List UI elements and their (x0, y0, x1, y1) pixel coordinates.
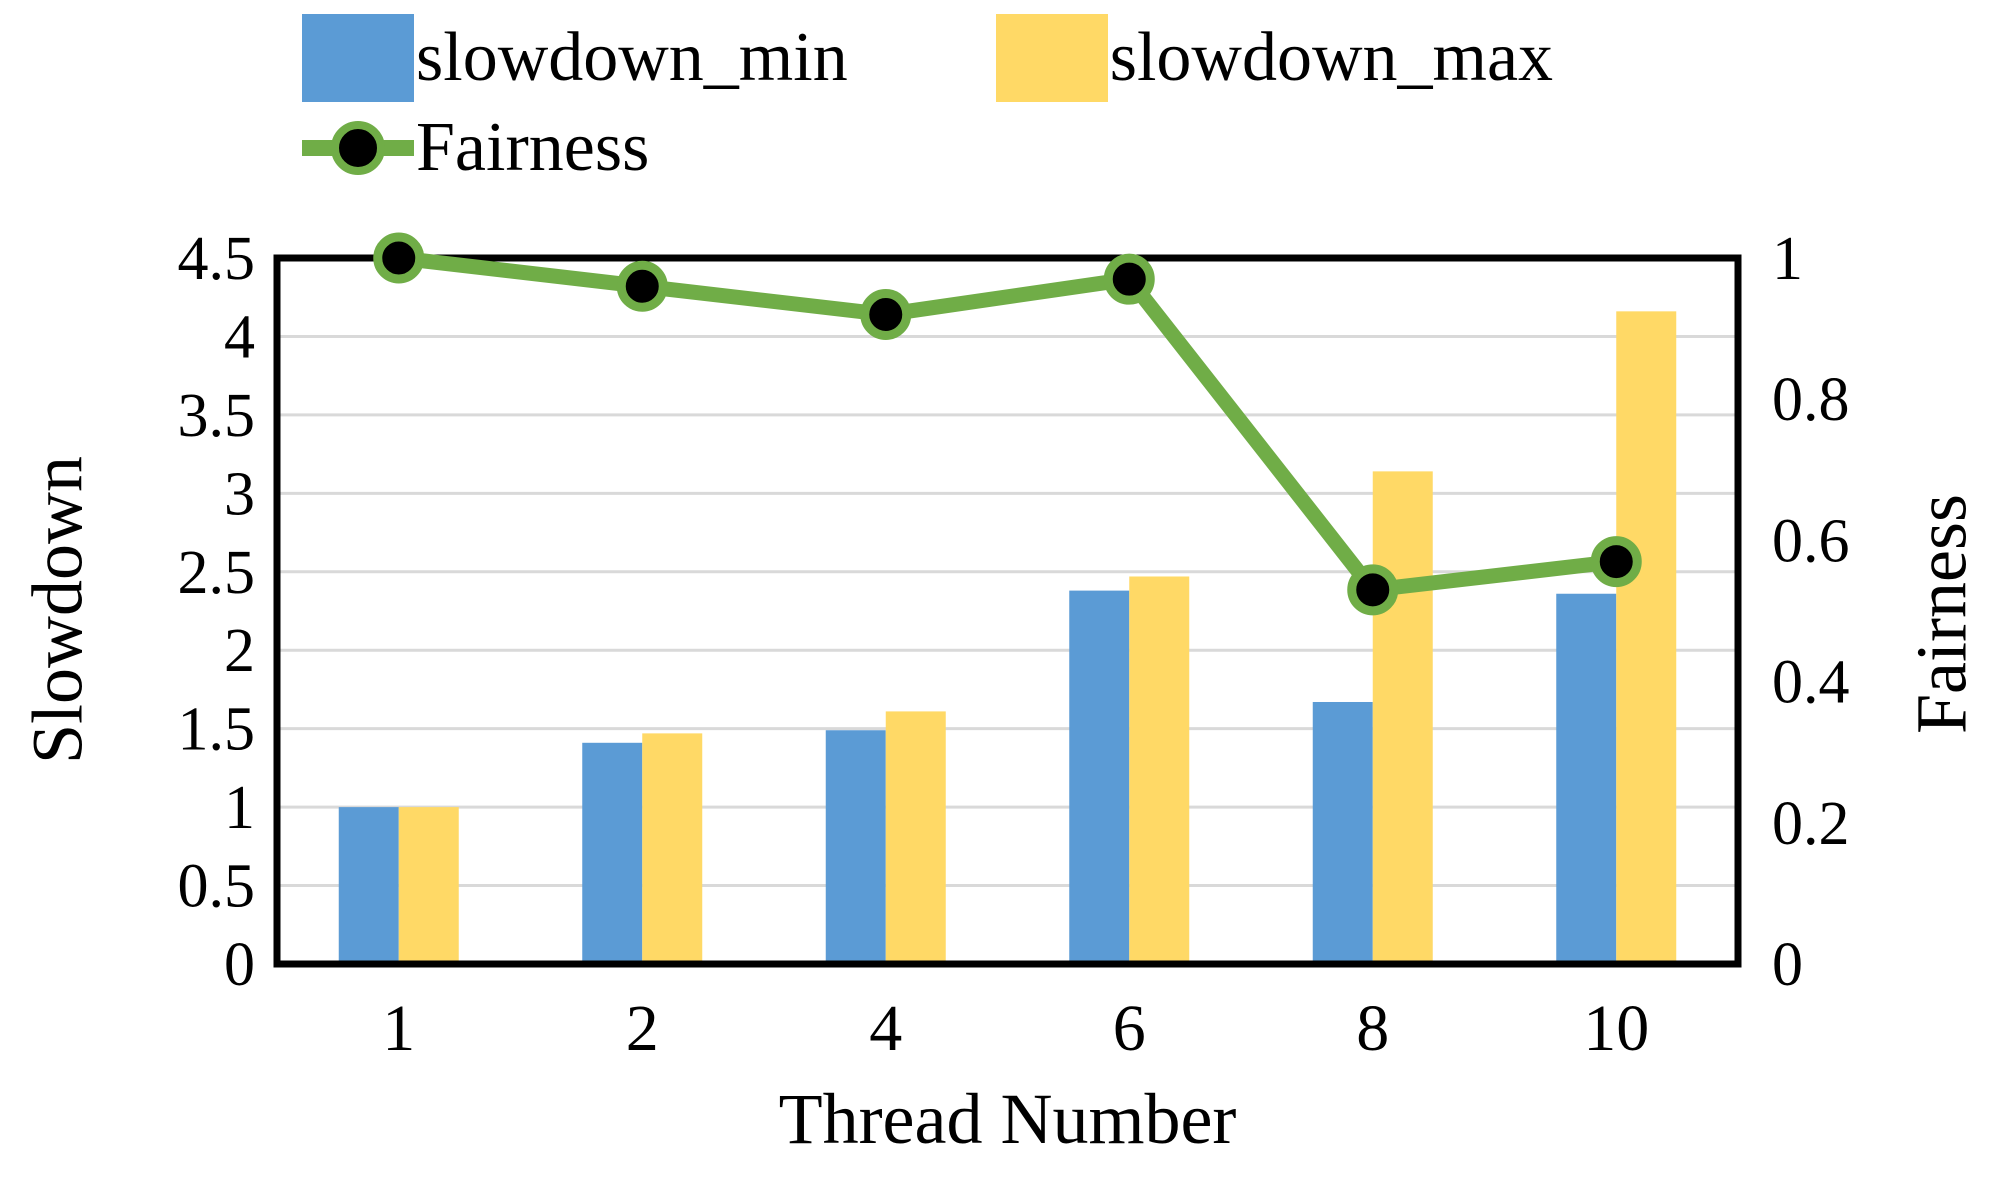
bar-slowdown-max (398, 807, 459, 964)
x-axis-tick: 1 (382, 992, 415, 1065)
slowdown-min-swatch-icon (302, 14, 414, 102)
bar-slowdown-min (1312, 701, 1373, 964)
legend-item-slowdown-min: slowdown_min (302, 14, 848, 102)
bar-slowdown-min (825, 730, 886, 964)
bar-slowdown-min (1556, 593, 1617, 964)
legend-label-slowdown-max: slowdown_max (1109, 18, 1554, 96)
bar-slowdown-max (642, 733, 703, 964)
bar-slowdown-max (1616, 311, 1677, 964)
left-axis-tick: 0.5 (178, 853, 256, 921)
left-axis-tick: 0 (224, 931, 255, 999)
bar-slowdown-max (885, 711, 946, 964)
legend-item-fairness: Fairness (302, 104, 649, 192)
right-axis-tick: 0 (1772, 931, 1803, 999)
fairness-point (373, 232, 425, 284)
fairness-line-marker-icon (302, 104, 414, 192)
legend-row-2: Fairness (302, 104, 1553, 192)
x-axis-tick: 4 (869, 992, 902, 1065)
bar-slowdown-max (1372, 471, 1433, 964)
left-axis-tick: 1.5 (178, 696, 256, 764)
right-axis-tick: 0.6 (1772, 507, 1850, 575)
right-axis-tick: 0.2 (1772, 790, 1850, 858)
bar-slowdown-min (1069, 590, 1130, 964)
right-axis-tick: 0.8 (1772, 366, 1850, 434)
plot-frame (273, 254, 1742, 968)
x-axis-title: Thread Number (778, 1079, 1237, 1159)
fairness-point (860, 288, 912, 340)
left-axis-tick: 4 (224, 303, 255, 371)
x-axis-tick: 6 (1113, 992, 1146, 1065)
right-axis-tick: 1 (1772, 225, 1803, 293)
bar-slowdown-min (582, 742, 643, 964)
fairness-line (391, 250, 1624, 598)
slowdown-max-swatch-icon (995, 14, 1108, 102)
fairness-point (1590, 536, 1642, 588)
left-axis-tick: 4.5 (178, 225, 256, 293)
right-axis-tick: 0.4 (1772, 649, 1850, 717)
fairness-point (1103, 253, 1155, 305)
legend: slowdown_min slowdown_max Fairness (302, 14, 1553, 192)
bar-slowdown-min (338, 807, 399, 964)
legend-label-fairness: Fairness (416, 108, 650, 186)
left-axis-tick: 2.5 (178, 539, 256, 607)
left-axis-tick: 3.5 (178, 382, 256, 450)
right-axis-title: Fairness (1901, 494, 1982, 734)
x-axis-tick: 2 (626, 992, 659, 1065)
fairness-marker-dot (331, 121, 385, 175)
fairness-point (616, 260, 668, 312)
left-axis-tick: 2 (224, 617, 255, 685)
legend-item-slowdown-max: slowdown_max (995, 14, 1554, 102)
left-axis-tick: 3 (224, 460, 255, 528)
legend-label-slowdown-min: slowdown_min (416, 18, 848, 96)
x-axis-tick: 10 (1583, 992, 1649, 1065)
left-axis-title: Slowdown (17, 455, 98, 765)
left-axis-tick: 1 (224, 774, 255, 842)
legend-row-1: slowdown_min slowdown_max (302, 14, 1553, 102)
bar-slowdown-max (1129, 576, 1190, 964)
fairness-point (1347, 564, 1399, 616)
x-axis-tick: 8 (1356, 992, 1389, 1065)
